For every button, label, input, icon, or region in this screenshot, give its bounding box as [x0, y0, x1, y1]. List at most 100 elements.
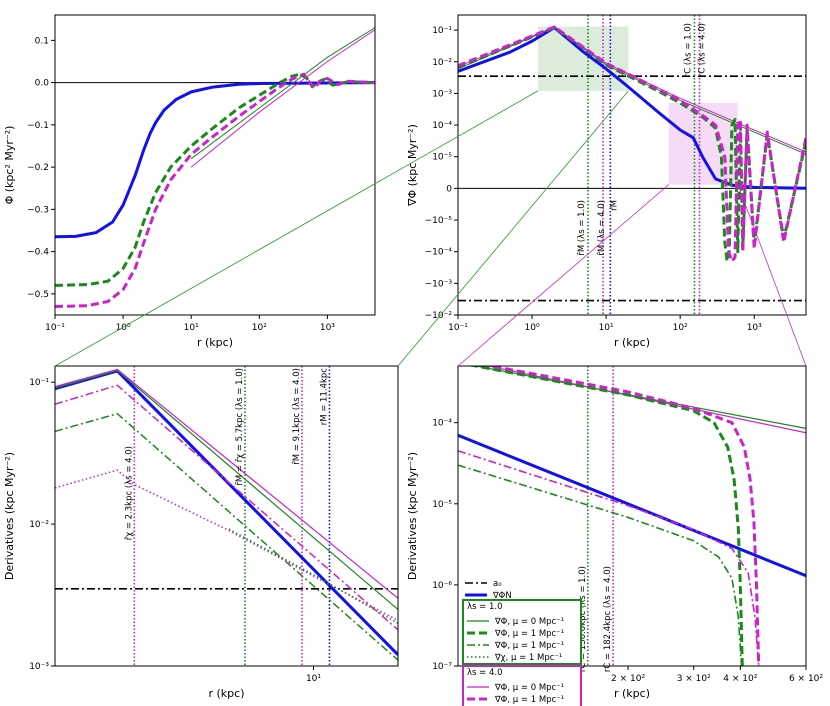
plot-area	[55, 27, 375, 308]
x-tick-label-4: 10³	[320, 323, 335, 333]
axes-frame	[457, 14, 807, 316]
chart-top-right: r̂M (λs = 1.0) r̂M (λs = 4.0) rM rC (λs = 1…	[406, 14, 807, 349]
x-tick-label-0: 10⁻¹	[45, 323, 65, 333]
x-tick-label-2: 10¹	[184, 323, 199, 333]
y-axis-label: ∇Φ (kpc Myr⁻²)	[406, 124, 419, 207]
y-tick-label-2: 10⁻⁶	[432, 581, 452, 591]
x-axis-label: r (kpc)	[208, 687, 244, 700]
chart-bottom-right: rC = 156.0kpc (λs = 1.0) rC = 182.4kpc (λ…	[406, 365, 823, 706]
y-tick-label-0: 10⁻⁴	[432, 419, 452, 429]
series-line-1	[472, 366, 806, 429]
axes-frame	[54, 14, 376, 316]
y-tick-label-2: −0.1	[27, 121, 49, 131]
y-tick-label-8: −10⁻³	[425, 279, 453, 289]
chart-top-left: 10⁻¹ 10⁰ 10¹ 10² 10³ 0.1 0.0 −0.1 −0.2 −0.3 −0.4 −0…	[3, 14, 376, 349]
y-tick-label-6: −10⁻⁵	[425, 216, 453, 226]
plot-area	[55, 366, 398, 666]
series-line-4	[483, 366, 761, 666]
series-line-0	[55, 81, 375, 239]
x-tick-label-3: 10²	[252, 323, 267, 333]
series-line-2	[55, 72, 375, 308]
zoom-connector-green-left	[54, 90, 539, 367]
series-line-3	[55, 412, 398, 661]
y-tick-label-1: 0.0	[35, 79, 50, 89]
x-axis-label: r (kpc)	[197, 336, 233, 349]
y-tick-label-1: 10⁻⁵	[432, 500, 452, 510]
axes-frame	[54, 365, 399, 667]
axes-frame	[457, 365, 807, 667]
y-tick-label-3: 10⁻⁴	[432, 121, 452, 131]
legend-label-7: ∇Φ, μ = 1 Mpc⁻¹	[494, 695, 564, 705]
series-line-3	[467, 366, 744, 666]
series-line-6	[458, 450, 760, 666]
x-tick-label-4: 6 × 10²	[789, 674, 823, 684]
x-tick-label-0: 10⁻¹	[448, 323, 468, 333]
vline-label-2: rM	[609, 200, 619, 211]
x-tick-label-2: 3 × 10²	[677, 674, 711, 684]
y-tick-label-0: 0.1	[35, 36, 49, 46]
y-axis-label: Derivatives (kpc Myr⁻²)	[3, 452, 16, 580]
vline-label-0: rC = 156.0kpc (λs = 1.0)	[578, 566, 588, 672]
x-tick-label-1: 10⁰	[116, 323, 131, 333]
series-line-0	[458, 26, 806, 190]
x-axis-label: r (kpc)	[614, 336, 650, 349]
vline-label-1: r̂M = r̂χ = 5.7kpc (λs = 1.0)	[234, 368, 245, 486]
series-line-0	[458, 433, 806, 578]
series-line-0	[55, 369, 398, 656]
y-tick-label-7: −10⁻⁴	[425, 248, 453, 258]
y-tick-label-3: 10⁻⁷	[432, 662, 452, 672]
vline-label-4: rC (λs = 4.0)	[698, 23, 708, 77]
series-line-3	[190, 27, 375, 160]
shaded-region-0	[537, 26, 629, 91]
y-tick-label-4: −0.3	[27, 205, 49, 215]
y-tick-label-1: 10⁻²	[29, 520, 49, 530]
series-line-2	[55, 368, 398, 599]
y-axis-label: Φ (kpc² Myr⁻²)	[3, 126, 16, 205]
legend-label-6: ∇Φ, μ = 0 Mpc⁻¹	[494, 683, 564, 693]
x-axis-label: r (kpc)	[614, 687, 650, 700]
y-tick-label-4: 10⁻⁵	[432, 153, 452, 163]
y-tick-label-9: −10⁻²	[425, 311, 453, 321]
plot-area	[458, 366, 806, 666]
y-tick-label-2: 10⁻³	[432, 89, 452, 99]
x-tick-label-1: 10⁰	[525, 323, 540, 333]
series-line-5	[55, 469, 398, 621]
series-line-4	[55, 384, 398, 631]
vline-label-0: r̂M (λs = 1.0)	[576, 200, 587, 256]
chart-bottom-left: r̂χ = 2.3kpc (λs = 4.0) r̂M = r̂χ = 5.7kp…	[3, 365, 399, 700]
y-tick-label-0: 10⁻¹	[29, 378, 49, 388]
y-tick-label-6: −0.5	[27, 290, 49, 300]
series-line-1	[55, 369, 398, 610]
series-line-5	[458, 464, 743, 666]
y-tick-label-2: 10⁻³	[29, 662, 49, 672]
legend-group-title-1: λs = 4.0	[467, 668, 503, 678]
vline-label-3: rM = 11.4kpc	[319, 368, 329, 426]
series-line-2	[485, 366, 806, 434]
x-tick-label-0: 10¹	[306, 674, 321, 684]
zoom-connector-magenta-right	[737, 184, 807, 367]
y-tick-label-5: −0.4	[27, 248, 49, 258]
zoom-connector-green-right	[397, 90, 629, 367]
y-tick-label-0: 10⁻¹	[432, 26, 452, 36]
series-line-6	[228, 528, 398, 624]
legend-label-4: ∇Φ, μ = 1 Mpc⁻¹	[494, 641, 564, 651]
x-tick-label-3: 10²	[673, 323, 688, 333]
x-tick-label-3: 4 × 10²	[723, 674, 757, 684]
x-tick-label-4: 10³	[747, 323, 762, 333]
y-tick-label-5: 0	[446, 184, 452, 194]
vline-label-1: rC = 182.4kpc (λs = 4.0)	[603, 566, 613, 672]
plot-area	[458, 15, 806, 315]
y-tick-label-3: −0.2	[27, 163, 49, 173]
vline-label-0: r̂χ = 2.3kpc (λs = 4.0)	[123, 446, 134, 540]
y-axis-label: Derivatives (kpc Myr⁻²)	[406, 452, 419, 580]
legend-group-title-0: λs = 1.0	[467, 602, 503, 612]
vline-label-2: r̂M = 9.1kpc (λs = 4.0)	[291, 368, 302, 465]
x-tick-label-2: 10¹	[599, 323, 614, 333]
legend-label-1: ∇ΦN	[492, 591, 512, 601]
legend-label-5: ∇χ, μ = 1 Mpc⁻¹	[494, 653, 562, 663]
legend-label-3: ∇Φ, μ = 1 Mpc⁻¹	[494, 629, 564, 639]
x-tick-label-1: 2 × 10²	[611, 674, 645, 684]
y-tick-label-1: 10⁻²	[432, 58, 452, 68]
